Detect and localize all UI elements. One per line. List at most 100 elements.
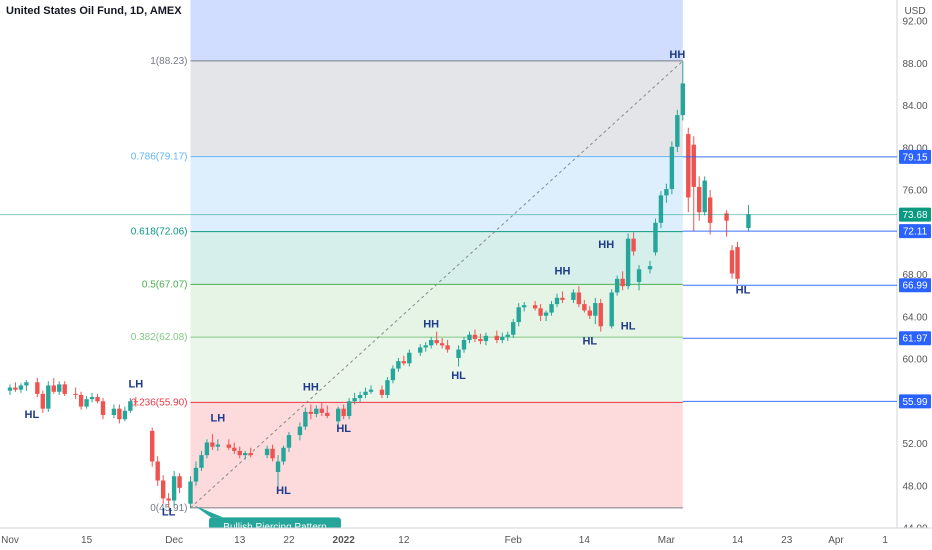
candle-up xyxy=(554,293,560,308)
candle-body xyxy=(543,312,549,316)
x-axis[interactable]: Nov 15 Dec 13 22 2022 12 Feb 14 Mar 14 23 Apr 1 xyxy=(0,527,932,550)
swing-label: HL xyxy=(621,320,636,332)
candle-up xyxy=(571,289,576,304)
candle-body xyxy=(270,448,275,459)
x-tick-label: 14 xyxy=(579,535,591,546)
candle-up xyxy=(7,384,13,395)
candle-down xyxy=(51,378,56,394)
candle-body xyxy=(587,310,593,316)
candle-up xyxy=(675,109,680,153)
candle-down xyxy=(133,397,139,407)
x-tick-label: 2022 xyxy=(333,535,356,546)
candle-down xyxy=(445,340,450,353)
candle-down xyxy=(598,298,603,332)
candle-down xyxy=(232,442,237,455)
candle-body xyxy=(582,304,587,311)
x-tick-label: 15 xyxy=(81,535,93,546)
candle-body xyxy=(680,83,686,116)
price-label-tag xyxy=(899,224,931,239)
candle-down xyxy=(494,330,500,344)
candle-body xyxy=(697,186,702,213)
candle-down xyxy=(78,391,84,410)
candle-up xyxy=(314,405,319,418)
candle-up xyxy=(346,398,352,420)
candle-body xyxy=(478,338,483,342)
candle-body xyxy=(445,345,450,350)
candle-body xyxy=(286,435,292,448)
price-label: 79.15 xyxy=(902,152,927,163)
candle-body xyxy=(511,322,516,335)
candle-down xyxy=(226,439,231,450)
price-label: 73.68 xyxy=(902,210,927,221)
candle-up xyxy=(390,365,396,384)
fib-band xyxy=(190,337,683,403)
candle-body xyxy=(598,303,603,327)
candle-up xyxy=(122,406,128,422)
candle-body xyxy=(658,195,664,223)
price-label-tag xyxy=(899,394,931,409)
candle-up xyxy=(625,233,631,290)
candle-up xyxy=(702,176,707,216)
candle-up xyxy=(647,260,653,274)
candle-body xyxy=(434,340,439,344)
candle-body xyxy=(171,476,177,501)
candle-down xyxy=(379,385,385,399)
candle-body xyxy=(357,394,363,399)
candle-body xyxy=(675,115,680,147)
candle-up xyxy=(543,310,549,322)
candle-body xyxy=(439,343,445,346)
y-tick-label: 48.00 xyxy=(902,481,927,492)
candle-up xyxy=(461,336,467,353)
candle-body xyxy=(729,250,735,274)
candle-body xyxy=(593,303,598,316)
candle-up xyxy=(516,303,521,327)
candle-up xyxy=(669,141,675,195)
candle-up xyxy=(46,381,51,412)
candle-down xyxy=(532,300,538,311)
candle-body xyxy=(35,382,40,394)
candle-body xyxy=(664,189,669,196)
candle-body xyxy=(647,266,653,270)
candle-down xyxy=(319,402,324,417)
candle-up xyxy=(352,392,357,405)
candle-up xyxy=(275,455,281,488)
candle-body xyxy=(18,385,24,390)
candle-body xyxy=(150,430,155,462)
candle-up xyxy=(396,357,401,372)
candle-body xyxy=(456,349,461,358)
candle-down xyxy=(576,286,582,308)
candle-up xyxy=(297,422,303,441)
candle-body xyxy=(614,278,620,293)
candle-body xyxy=(746,214,751,229)
fib-level-label: 0.786(79.17) xyxy=(131,152,188,163)
y-axis[interactable]: USD92.0088.0084.0080.0076.0072.0068.0064… xyxy=(896,0,932,550)
candle-body xyxy=(461,340,467,350)
candle-up xyxy=(18,383,24,393)
candle-body xyxy=(62,384,67,394)
candle-body xyxy=(735,247,740,279)
candle-down xyxy=(587,306,593,319)
candle-body xyxy=(521,305,527,308)
candle-body xyxy=(669,146,675,190)
candle-body xyxy=(516,307,521,323)
candle-body xyxy=(385,380,390,395)
candle-down xyxy=(95,393,100,404)
candle-body xyxy=(500,336,505,341)
candle-body xyxy=(13,387,18,390)
candle-up xyxy=(521,302,527,312)
candle-down xyxy=(735,241,740,285)
candle-body xyxy=(554,297,560,305)
candle-body xyxy=(549,304,554,313)
candle-up xyxy=(407,349,412,367)
candle-up xyxy=(614,275,620,296)
candle-body xyxy=(352,398,357,402)
candle-body xyxy=(226,444,231,448)
candle-body xyxy=(472,334,478,339)
fib-trend-line xyxy=(190,60,684,509)
swing-label: HH xyxy=(598,239,614,251)
candle-up xyxy=(549,300,554,316)
candle-body xyxy=(653,222,658,253)
x-tick-label: Mar xyxy=(658,535,676,546)
candle-body xyxy=(314,408,319,414)
